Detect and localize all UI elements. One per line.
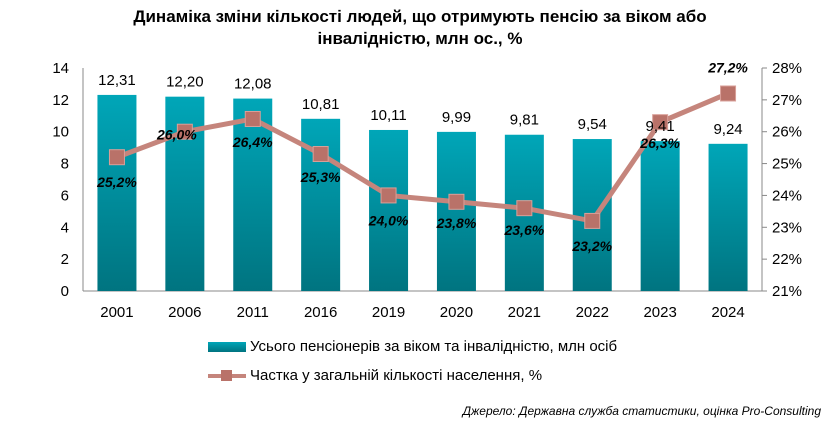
- line-marker: [312, 146, 329, 163]
- bar-value-label: 9,41: [646, 118, 675, 135]
- x-tick-label: 2019: [372, 304, 405, 321]
- right-tick-label: 24%: [772, 187, 802, 204]
- bar-value-label: 9,24: [713, 121, 742, 138]
- legend-label-line: Частка у загальній кількості населення, …: [250, 367, 543, 384]
- left-tick-label: 12: [52, 92, 69, 109]
- left-tick-label: 4: [61, 219, 69, 236]
- bar: [640, 141, 680, 291]
- bar-value-label: 12,31: [98, 72, 136, 89]
- bar-value-label: 9,81: [510, 112, 539, 129]
- x-tick-label: 2020: [440, 304, 473, 321]
- x-tick-label: 2021: [508, 304, 541, 321]
- x-tick-label: 2024: [711, 304, 744, 321]
- left-tick-label: 2: [61, 251, 69, 268]
- x-tick-label: 2006: [168, 304, 201, 321]
- right-tick-label: 21%: [772, 283, 802, 300]
- x-tick-label: 2022: [576, 304, 609, 321]
- share-line: [116, 91, 730, 224]
- legend-item-line: Частка у загальній кількості населення, …: [208, 367, 542, 384]
- left-tick-label: 0: [61, 283, 69, 300]
- line-marker: [244, 110, 261, 127]
- line-marker: [176, 123, 193, 140]
- line-value-label: 26,4%: [232, 134, 273, 150]
- combo-chart: 0 2 4 6 8 10 12 14 21% 22% 23% 24% 25% 26% 27% 28% 2001 2…: [52, 59, 802, 321]
- legend-label-bars: Усього пенсіонерів за віком та інвалідні…: [250, 338, 618, 355]
- line-marker: [516, 200, 533, 217]
- right-tick-label: 27%: [772, 92, 802, 109]
- bar: [436, 131, 476, 291]
- legend-line-swatch: [208, 369, 246, 382]
- x-tick-label: 2001: [100, 304, 133, 321]
- bar-value-label: 12,08: [234, 76, 272, 93]
- right-tick-label: 26%: [772, 124, 802, 141]
- bar-value-label: 12,20: [166, 74, 204, 91]
- left-tick-label: 10: [52, 124, 69, 141]
- bar: [708, 143, 748, 291]
- line-value-label: 25,2%: [96, 174, 137, 190]
- right-tick-label: 22%: [772, 251, 802, 268]
- line-marker: [108, 149, 125, 166]
- bar-value-label: 9,54: [578, 116, 607, 133]
- source-note: Джерело: Державна служба статистики, оці…: [462, 404, 821, 418]
- left-tick-label: 8: [61, 156, 69, 173]
- legend-bar-swatch: [208, 341, 246, 352]
- line-value-label: 23,8%: [436, 215, 477, 231]
- chart-title: Динаміка зміни кількості людей, що отрим…: [133, 7, 707, 48]
- right-tick-label: 25%: [772, 156, 802, 173]
- bar: [369, 129, 409, 291]
- bar: [233, 98, 273, 291]
- line-value-label: 25,3%: [300, 169, 341, 185]
- line-marker: [448, 193, 465, 210]
- bar: [97, 94, 137, 292]
- line-marker: [720, 85, 737, 102]
- left-tick-label: 14: [52, 60, 69, 77]
- left-tick-label: 6: [61, 187, 69, 204]
- legend-item-bars: Усього пенсіонерів за віком та інвалідні…: [208, 338, 617, 355]
- line-value-label: 23,2%: [571, 238, 612, 254]
- x-tick-label: 2016: [304, 304, 337, 321]
- bar-value-label: 9,99: [442, 109, 471, 126]
- line-marker: [584, 212, 601, 229]
- right-tick-label: 28%: [772, 60, 802, 77]
- line-value-label: 23,6%: [503, 222, 544, 238]
- x-tick-label: 2011: [237, 304, 269, 321]
- line-value-label: 26,3%: [639, 135, 680, 151]
- right-tick-label: 23%: [772, 219, 802, 236]
- line-value-label: 24,0%: [368, 212, 409, 228]
- line-marker: [652, 114, 669, 131]
- bar-value-label: 10,81: [302, 96, 340, 113]
- line-value-label: 26,0%: [156, 127, 197, 143]
- line-value-label: 27,2%: [707, 59, 748, 75]
- line-marker: [380, 187, 397, 204]
- x-tick-label: 2023: [643, 304, 676, 321]
- bar-value-label: 10,11: [370, 107, 406, 124]
